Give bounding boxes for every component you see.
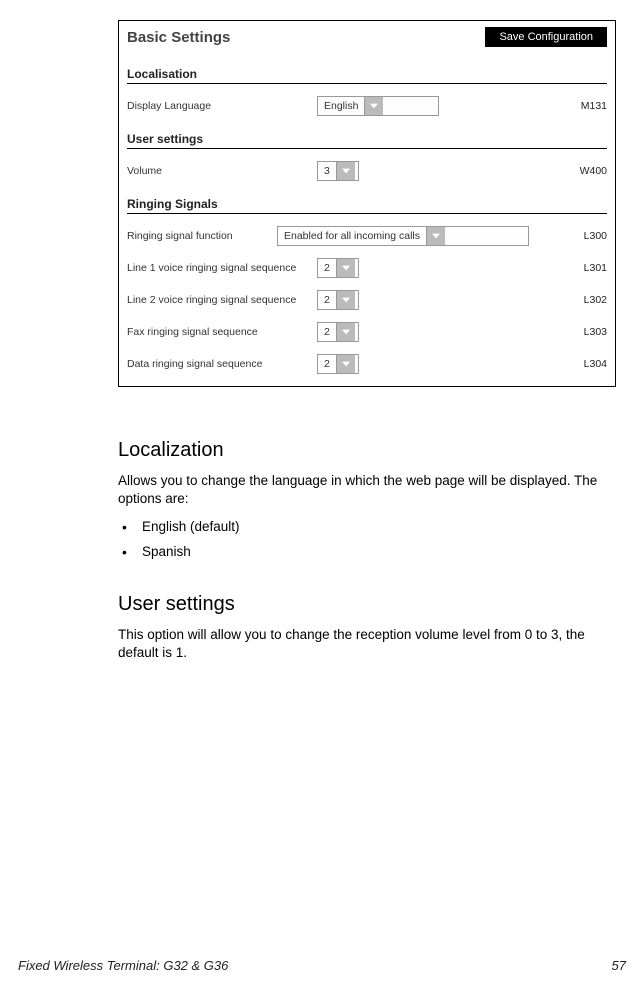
user-settings-heading: User settings bbox=[118, 591, 606, 618]
volume-label: Volume bbox=[127, 165, 317, 177]
line2-code: L302 bbox=[584, 294, 607, 306]
line1-code: L301 bbox=[584, 262, 607, 274]
chevron-down-icon bbox=[336, 291, 355, 309]
chevron-down-icon bbox=[336, 162, 355, 180]
data-value: 2 bbox=[318, 358, 336, 370]
data-code: L304 bbox=[584, 358, 607, 370]
localization-text: Allows you to change the language in whi… bbox=[118, 472, 606, 508]
localization-heading: Localization bbox=[118, 437, 606, 464]
row-fax: Fax ringing signal sequence 2 L303 bbox=[127, 322, 607, 342]
data-label: Data ringing signal sequence bbox=[127, 358, 317, 370]
page-footer: Fixed Wireless Terminal: G32 & G36 57 bbox=[18, 958, 626, 973]
fax-select[interactable]: 2 bbox=[317, 322, 359, 342]
section-ringing-signals: Ringing Signals bbox=[127, 197, 607, 214]
ringing-function-value: Enabled for all incoming calls bbox=[278, 230, 426, 242]
settings-screenshot: Basic Settings Save Configuration Locali… bbox=[118, 20, 616, 387]
fax-value: 2 bbox=[318, 326, 336, 338]
ringing-function-label: Ringing signal function bbox=[127, 230, 277, 242]
display-language-label: Display Language bbox=[127, 100, 317, 112]
section-user-settings: User settings bbox=[127, 132, 607, 149]
footer-left: Fixed Wireless Terminal: G32 & G36 bbox=[18, 958, 228, 973]
row-data: Data ringing signal sequence 2 L304 bbox=[127, 354, 607, 374]
volume-code: W400 bbox=[580, 165, 607, 177]
footer-page-number: 57 bbox=[612, 958, 626, 973]
chevron-down-icon bbox=[426, 227, 445, 245]
body-content: Localization Allows you to change the la… bbox=[118, 437, 606, 662]
display-language-select[interactable]: English bbox=[317, 96, 439, 116]
line2-value: 2 bbox=[318, 294, 336, 306]
row-ringing-function: Ringing signal function Enabled for all … bbox=[127, 226, 607, 246]
list-item: English (default) bbox=[118, 518, 606, 536]
chevron-down-icon bbox=[336, 323, 355, 341]
fax-code: L303 bbox=[584, 326, 607, 338]
ringing-function-select[interactable]: Enabled for all incoming calls bbox=[277, 226, 529, 246]
fax-label: Fax ringing signal sequence bbox=[127, 326, 317, 338]
display-language-code: M131 bbox=[581, 100, 607, 112]
row-volume: Volume 3 W400 bbox=[127, 161, 607, 181]
line1-label: Line 1 voice ringing signal sequence bbox=[127, 262, 317, 274]
list-item: Spanish bbox=[118, 543, 606, 561]
data-select[interactable]: 2 bbox=[317, 354, 359, 374]
chevron-down-icon bbox=[336, 355, 355, 373]
user-settings-text: This option will allow you to change the… bbox=[118, 626, 606, 662]
line2-select[interactable]: 2 bbox=[317, 290, 359, 310]
chevron-down-icon bbox=[364, 97, 383, 115]
ringing-function-code: L300 bbox=[584, 230, 607, 242]
line1-value: 2 bbox=[318, 262, 336, 274]
row-line1: Line 1 voice ringing signal sequence 2 L… bbox=[127, 258, 607, 278]
volume-select[interactable]: 3 bbox=[317, 161, 359, 181]
save-configuration-button[interactable]: Save Configuration bbox=[485, 27, 607, 47]
chevron-down-icon bbox=[336, 259, 355, 277]
line2-label: Line 2 voice ringing signal sequence bbox=[127, 294, 317, 306]
localization-options: English (default) Spanish bbox=[118, 518, 606, 560]
display-language-value: English bbox=[318, 100, 364, 112]
volume-value: 3 bbox=[318, 165, 336, 177]
row-line2: Line 2 voice ringing signal sequence 2 L… bbox=[127, 290, 607, 310]
line1-select[interactable]: 2 bbox=[317, 258, 359, 278]
panel-title: Basic Settings bbox=[127, 29, 230, 46]
section-localisation: Localisation bbox=[127, 67, 607, 84]
row-display-language: Display Language English M131 bbox=[127, 96, 607, 116]
